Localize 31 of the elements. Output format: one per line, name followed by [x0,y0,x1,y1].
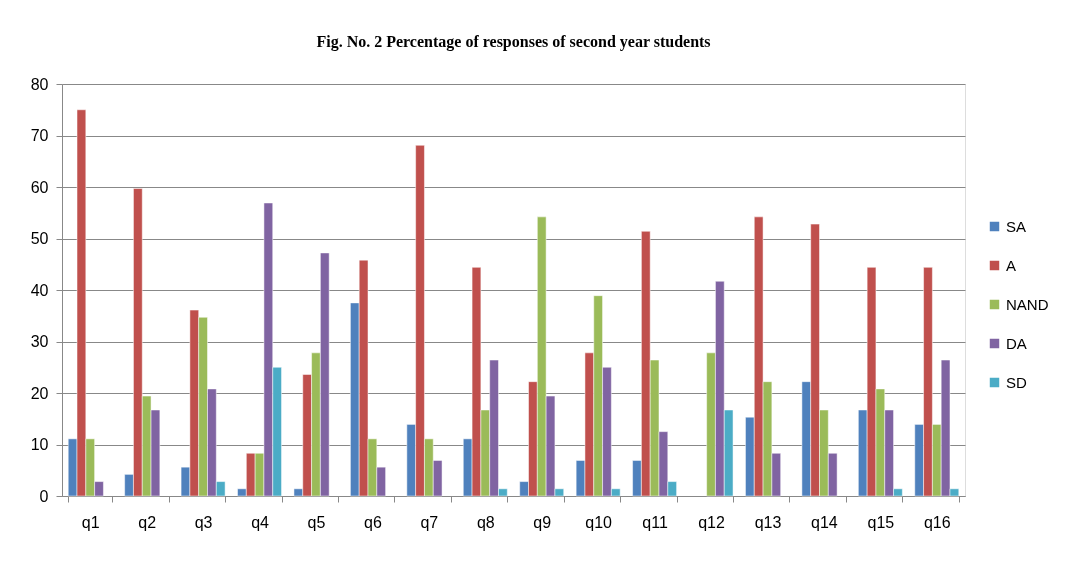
legend-label: SA [1006,217,1027,235]
y-tick-label: 80 [30,75,49,93]
x-tick-label: q14 [811,513,838,531]
y-tick-label: 40 [30,281,49,299]
x-tick-label: q5 [307,513,326,531]
legend-label: A [1006,256,1017,274]
x-tick-label: q8 [476,513,495,531]
legend-label: DA [1006,334,1027,352]
chart-title: Fig. No. 2 Percentage of responses of second year students [316,33,711,51]
legend-label: SD [1006,373,1027,391]
legend-label: NAND [1006,295,1049,313]
y-tick-label: 0 [39,487,49,505]
x-tick-label: q4 [251,513,270,531]
x-tick-label: q7 [420,513,439,531]
y-tick-label: 10 [30,436,49,453]
x-tick-label: q9 [533,513,552,531]
y-tick-label: 20 [30,384,49,402]
x-tick-label: q15 [867,513,895,531]
x-tick-label: q3 [194,513,213,531]
x-tick-label: q10 [585,513,613,531]
y-tick-label: 30 [30,333,49,350]
x-tick-label: q13 [754,513,782,531]
y-tick-label: 70 [30,127,49,144]
x-tick-label: q1 [81,513,100,531]
x-tick-label: q2 [138,513,157,531]
y-tick-label: 50 [30,230,49,247]
y-tick-label: 60 [30,178,49,196]
x-tick-label: q11 [642,513,668,531]
x-tick-label: q12 [698,513,725,531]
x-tick-label: q16 [923,513,951,531]
x-tick-label: q6 [364,513,382,531]
